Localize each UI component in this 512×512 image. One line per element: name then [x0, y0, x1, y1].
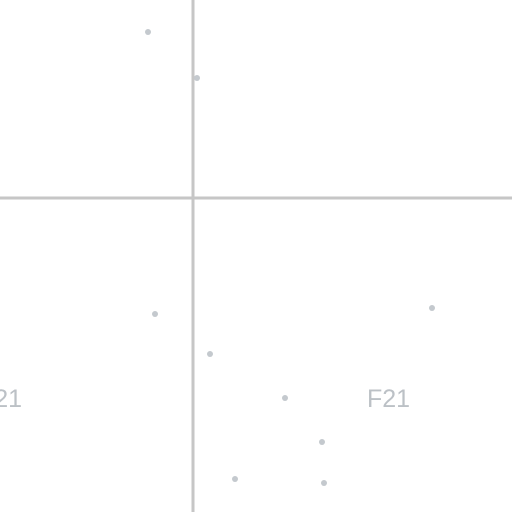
- map-point-marker[interactable]: [429, 305, 435, 311]
- grid-label-right: F21: [367, 385, 410, 413]
- points-layer: [145, 29, 435, 486]
- map-point-marker[interactable]: [319, 439, 325, 445]
- map-point-marker[interactable]: [152, 311, 158, 317]
- map-point-marker[interactable]: [232, 476, 238, 482]
- map-point-marker[interactable]: [321, 480, 327, 486]
- grid-label-left: F21: [0, 385, 22, 413]
- map-point-marker[interactable]: [282, 395, 288, 401]
- map-point-marker[interactable]: [207, 351, 213, 357]
- map-point-marker[interactable]: [145, 29, 151, 35]
- map-point-marker[interactable]: [194, 75, 200, 81]
